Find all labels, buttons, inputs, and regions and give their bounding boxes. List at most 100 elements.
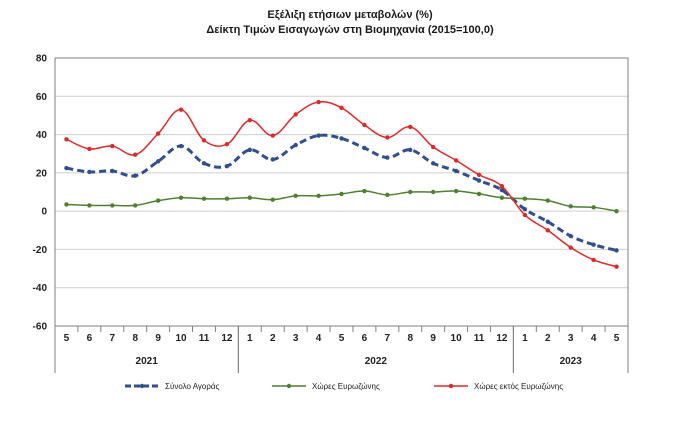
data-point — [110, 143, 115, 149]
data-point — [293, 142, 298, 148]
data-point — [476, 172, 482, 177]
data-point — [110, 203, 115, 208]
data-point — [224, 196, 230, 201]
data-point — [64, 165, 69, 171]
data-point — [408, 189, 413, 195]
data-point — [362, 122, 367, 128]
data-point — [568, 245, 573, 250]
x-tick-label: 4 — [591, 333, 597, 344]
x-tick-label: 4 — [316, 333, 322, 344]
series-line-3 — [66, 101, 617, 268]
x-tick-label: 5 — [339, 333, 345, 344]
year-label: 2023 — [560, 356, 583, 367]
data-point — [408, 147, 413, 153]
data-point — [178, 107, 184, 112]
data-point — [591, 205, 596, 210]
y-tick-label: -60 — [33, 322, 48, 333]
data-point — [453, 158, 459, 163]
data-point — [155, 159, 161, 164]
data-point — [430, 144, 436, 150]
data-point — [133, 152, 138, 157]
chart-subtitle: Δείκτη Τιμών Εισαγωγών στη Βιομηχανία (2… — [206, 24, 494, 36]
data-point — [87, 203, 92, 208]
data-point — [522, 196, 528, 201]
data-point — [316, 193, 321, 199]
data-point — [110, 168, 115, 174]
data-point — [270, 197, 275, 202]
data-point — [430, 189, 436, 195]
data-point — [339, 191, 344, 197]
x-tick-label: 6 — [362, 333, 368, 344]
x-tick-label: 7 — [110, 333, 116, 344]
data-point — [614, 248, 619, 253]
y-tick-label: 0 — [41, 207, 47, 218]
data-point — [270, 133, 275, 138]
x-tick-label: 11 — [199, 333, 210, 344]
data-point — [87, 146, 92, 152]
data-point — [293, 193, 298, 199]
data-point — [408, 124, 413, 130]
data-point — [247, 195, 253, 200]
data-point — [247, 147, 253, 153]
data-point — [201, 138, 207, 143]
data-point — [247, 118, 253, 123]
data-point — [155, 198, 161, 203]
data-point — [545, 198, 550, 203]
data-point — [87, 169, 92, 175]
data-point — [224, 163, 230, 169]
x-tick-label: 5 — [614, 333, 620, 344]
data-point — [224, 141, 230, 147]
data-point — [453, 168, 459, 174]
x-tick-label: 1 — [247, 333, 253, 344]
x-tick-label: 1 — [522, 333, 528, 344]
data-point — [499, 184, 505, 189]
data-point — [499, 187, 505, 193]
x-tick-label: 6 — [87, 333, 93, 344]
legend-marker — [448, 383, 454, 389]
year-label: 2021 — [136, 356, 159, 367]
data-point — [545, 228, 550, 233]
data-point — [499, 195, 505, 200]
data-point — [522, 207, 528, 212]
data-point — [201, 161, 207, 166]
x-tick-label: 8 — [407, 333, 413, 344]
data-point — [522, 212, 528, 218]
x-tick-label: 9 — [155, 333, 161, 344]
plot-frame — [54, 57, 629, 327]
data-point — [362, 188, 367, 194]
legend-marker — [286, 383, 292, 389]
y-tick-label: 60 — [36, 92, 48, 103]
data-point — [133, 203, 138, 208]
data-point — [293, 112, 298, 117]
legend-label: Χώρες Ευρωζώνης — [312, 382, 380, 391]
data-point — [476, 191, 482, 197]
data-point — [362, 145, 367, 151]
y-tick-label: -40 — [33, 283, 48, 294]
x-tick-label: 3 — [293, 333, 299, 344]
legend-label: Χώρες εκτός Ευρωζώνης — [474, 382, 563, 391]
x-tick-label: 12 — [496, 333, 508, 344]
data-point — [64, 137, 69, 142]
data-point — [476, 178, 482, 183]
data-point — [270, 157, 275, 162]
x-tick-label: 10 — [175, 333, 187, 344]
x-tick-label: 3 — [568, 333, 574, 344]
data-point — [591, 242, 596, 247]
x-tick-label: 10 — [451, 333, 463, 344]
chart-title: Εξέλιξη ετήσιων μεταβολών (%) — [267, 9, 433, 21]
data-point — [385, 155, 390, 160]
data-point — [339, 136, 344, 141]
y-tick-label: -20 — [33, 245, 48, 256]
x-tick-label: 7 — [385, 333, 391, 344]
chart-title-block: Εξέλιξη ετήσιων μεταβολών (%) Δείκτη Τιμ… — [0, 8, 700, 38]
data-point — [178, 143, 184, 149]
data-point — [133, 173, 138, 178]
data-point — [568, 233, 573, 239]
y-tick-label: 20 — [36, 168, 48, 179]
data-point — [591, 257, 596, 263]
data-point — [316, 99, 321, 105]
data-point — [201, 196, 207, 201]
legend-marker — [139, 383, 145, 389]
data-point — [385, 192, 390, 198]
